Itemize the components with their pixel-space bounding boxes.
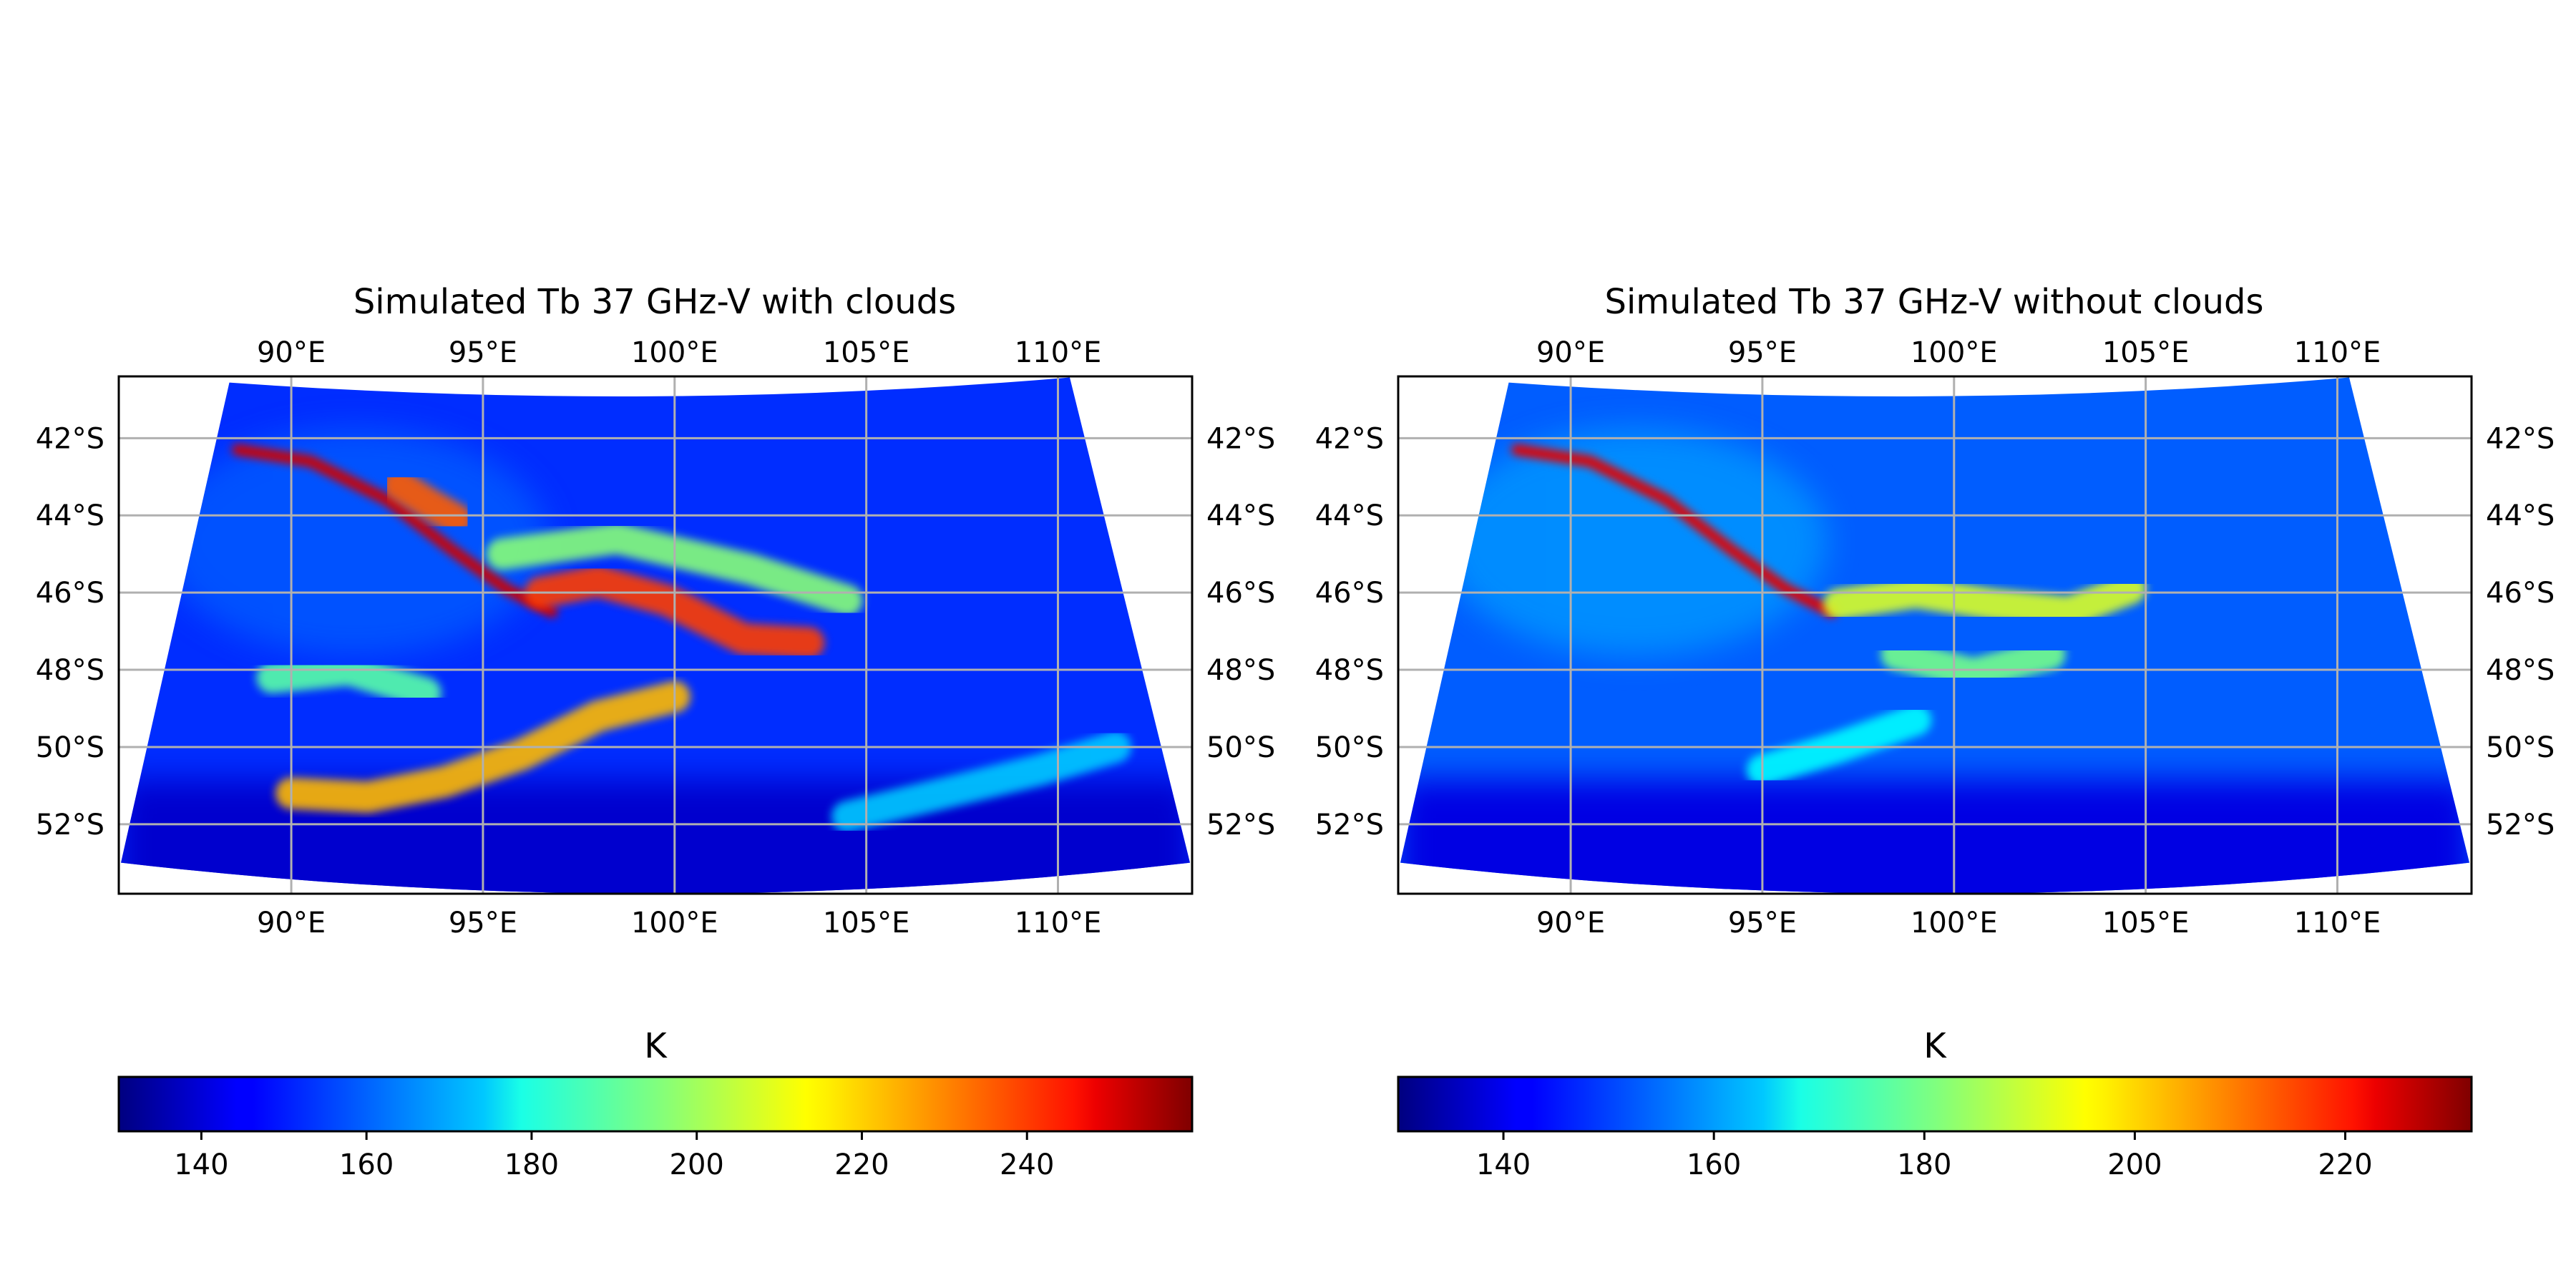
colorbar-tick-label: 200 — [2107, 1148, 2162, 1181]
y-tick-label-left: 42°S — [1315, 422, 1384, 455]
swath-field — [121, 377, 1190, 894]
colorbar-tick-label: 140 — [174, 1148, 228, 1181]
x-tick-label-top: 110°E — [2294, 336, 2381, 369]
y-tick-label-left: 44°S — [1315, 499, 1384, 532]
colorbar-tick-label: 160 — [1687, 1148, 1741, 1181]
x-tick-label-top: 100°E — [1911, 336, 1998, 369]
map-panel-without-clouds: Simulated Tb 37 GHz-V without clouds 90°… — [1315, 282, 2555, 940]
y-tick-label-right: 48°S — [2486, 654, 2555, 687]
colorbar-tick-label: 240 — [1000, 1148, 1054, 1181]
y-tick-label-right: 42°S — [1206, 422, 1275, 455]
y-tick-label-right: 48°S — [1206, 654, 1275, 687]
panel-title: Simulated Tb 37 GHz-V without clouds — [1605, 282, 2264, 322]
brightness-feature — [486, 522, 863, 616]
x-tick-label-top: 95°E — [449, 336, 517, 369]
y-tick-label-left: 52°S — [36, 809, 104, 841]
western-field — [162, 428, 548, 656]
x-tick-label-bottom: 100°E — [1911, 907, 1998, 940]
graticule — [119, 376, 1192, 894]
y-tick-label-right: 46°S — [1206, 577, 1275, 610]
y-tick-label-right: 44°S — [1206, 499, 1275, 532]
x-tick-label-bottom: 95°E — [449, 907, 517, 940]
y-tick-label-left: 46°S — [1315, 577, 1384, 610]
y-tick-label-left: 46°S — [36, 577, 104, 610]
lower-field — [1400, 779, 2469, 894]
x-tick-label-top: 110°E — [1015, 336, 1102, 369]
x-tick-label-bottom: 100°E — [631, 907, 718, 940]
x-tick-label-bottom: 110°E — [1015, 907, 1102, 940]
swath-field — [1400, 377, 2469, 894]
plot-frame — [117, 375, 1194, 895]
colorbar-gradient — [117, 1075, 1194, 1133]
y-tick-label-left: 44°S — [36, 499, 104, 532]
y-tick-label-left: 50°S — [1315, 731, 1384, 764]
x-tick-label-top: 105°E — [2102, 336, 2190, 369]
brightness-feature — [831, 731, 1131, 833]
colorbar-label: K — [1923, 1026, 1947, 1066]
colorbar-tick-label: 200 — [670, 1148, 724, 1181]
y-tick-label-left: 52°S — [1315, 809, 1384, 841]
axis-ticks: 90°E 90°E 95°E 95°E 100°E 100°E 105°E 105°E 110°… — [1315, 336, 2555, 940]
brightness-feature — [1823, 572, 2147, 628]
x-tick-label-bottom: 90°E — [257, 907, 326, 940]
colorbar-tick-label: 180 — [504, 1148, 559, 1181]
y-tick-label-left: 42°S — [36, 422, 104, 455]
x-tick-label-top: 90°E — [257, 336, 326, 369]
map-panel-with-clouds: Simulated Tb 37 GHz-V with clouds 90°E90… — [36, 282, 1276, 940]
y-tick-label-right: 52°S — [2486, 809, 2555, 841]
x-tick-label-top: 90°E — [1536, 336, 1605, 369]
brightness-feature — [525, 565, 825, 659]
colorbar-gradient — [1397, 1075, 2473, 1133]
y-tick-label-right: 52°S — [1206, 809, 1275, 841]
x-tick-label-top: 105°E — [823, 336, 910, 369]
colorbar-ticks: 140 160 180 200 220 240 — [174, 1131, 1054, 1181]
plot-frame — [1397, 375, 2473, 895]
axis-ticks: 90°E 90°E 95°E 95°E 100°E 100°E 105°E 105°E 110°… — [36, 336, 1276, 940]
y-tick-label-left: 48°S — [1315, 654, 1384, 687]
y-tick-label-right: 42°S — [2486, 422, 2555, 455]
colorbar-with-clouds: K 140 160 180 200 220 240 — [117, 1026, 1194, 1181]
colorbar-label: K — [644, 1026, 668, 1066]
panel-title: Simulated Tb 37 GHz-V with clouds — [353, 282, 956, 322]
brightness-feature — [383, 469, 472, 535]
graticule — [1398, 376, 2472, 894]
x-tick-label-bottom: 110°E — [2294, 907, 2381, 940]
x-tick-label-top: 100°E — [631, 336, 718, 369]
colorbar-tick-label: 220 — [2318, 1148, 2372, 1181]
y-tick-label-left: 48°S — [36, 654, 104, 687]
brightness-feature — [1880, 638, 2066, 690]
x-tick-label-bottom: 105°E — [823, 907, 910, 940]
y-tick-label-right: 46°S — [2486, 577, 2555, 610]
colorbar-tick-label: 180 — [1897, 1148, 1951, 1181]
x-tick-label-top: 95°E — [1728, 336, 1797, 369]
colorbar-ticks: 140 160 180 200 220 — [1476, 1131, 2373, 1181]
x-tick-label-bottom: 105°E — [2102, 907, 2190, 940]
x-tick-label-bottom: 95°E — [1728, 907, 1797, 940]
colorbar-tick-label: 220 — [834, 1148, 889, 1181]
y-tick-label-left: 50°S — [36, 731, 104, 764]
colorbar-tick-label: 160 — [339, 1148, 394, 1181]
x-tick-label-bottom: 90°E — [1536, 907, 1605, 940]
colorbar-tick-label: 140 — [1476, 1148, 1531, 1181]
y-tick-label-right: 50°S — [2486, 731, 2555, 764]
western-field — [1441, 428, 1828, 656]
y-tick-label-right: 44°S — [2486, 499, 2555, 532]
colorbar-without-clouds: K 140 160 180 200 220 — [1397, 1026, 2473, 1181]
y-tick-label-right: 50°S — [1206, 731, 1275, 764]
